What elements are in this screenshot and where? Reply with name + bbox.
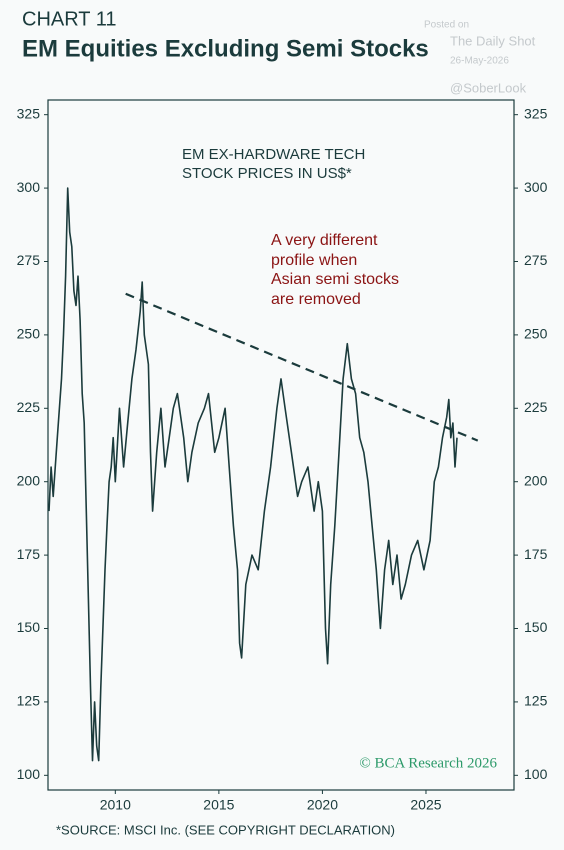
- y-tick-label-right: 150: [524, 619, 548, 635]
- series-label: STOCK PRICES IN US$*: [182, 165, 352, 182]
- series-line: [48, 187, 458, 762]
- y-tick-label: 275: [17, 252, 41, 268]
- watermark: Posted on: [424, 20, 469, 31]
- x-tick-label: 2025: [410, 797, 441, 813]
- y-tick-label: 300: [17, 179, 41, 195]
- y-tick-label-right: 125: [524, 693, 548, 709]
- y-tick-label-right: 275: [524, 252, 548, 268]
- y-tick-label: 100: [17, 766, 41, 782]
- plot-frame: [47, 99, 515, 791]
- y-tick-label: 175: [17, 546, 41, 562]
- annotation: profile when: [271, 252, 357, 269]
- y-tick-label-right: 175: [524, 546, 548, 562]
- y-tick-label: 225: [17, 399, 41, 415]
- y-tick-label: 125: [17, 693, 41, 709]
- annotation: Asian semi stocks: [271, 271, 399, 288]
- y-tick-label-right: 200: [524, 472, 548, 488]
- y-tick-label: 150: [17, 619, 41, 635]
- y-tick-label-right: 250: [524, 326, 548, 342]
- chart-title: EM Equities Excluding Semi Stocks: [22, 35, 429, 62]
- x-tick-label: 2010: [100, 797, 131, 813]
- y-tick-label-right: 100: [524, 766, 548, 782]
- annotation: are removed: [271, 291, 361, 308]
- y-tick-label: 325: [17, 105, 41, 121]
- watermark: @SoberLook: [450, 80, 527, 95]
- watermark: The Daily Shot: [450, 33, 536, 48]
- trend-line: [125, 292, 479, 442]
- y-tick-label: 200: [17, 472, 41, 488]
- source: *SOURCE: MSCI Inc. (SEE COPYRIGHT DECLAR…: [56, 822, 395, 837]
- chart-number: CHART 11: [22, 8, 116, 30]
- x-tick-label: 2015: [203, 797, 234, 813]
- annotation: A very different: [271, 232, 378, 249]
- credit: © BCA Research 2026: [359, 755, 497, 771]
- x-tick-label: 2020: [307, 797, 338, 813]
- watermark: 26-May-2026: [450, 56, 509, 67]
- y-tick-label-right: 225: [524, 399, 548, 415]
- series-label: EM EX-HARDWARE TECH: [182, 146, 365, 163]
- y-tick-label-right: 325: [524, 105, 548, 121]
- y-tick-label-right: 300: [524, 179, 548, 195]
- y-tick-label: 250: [17, 326, 41, 342]
